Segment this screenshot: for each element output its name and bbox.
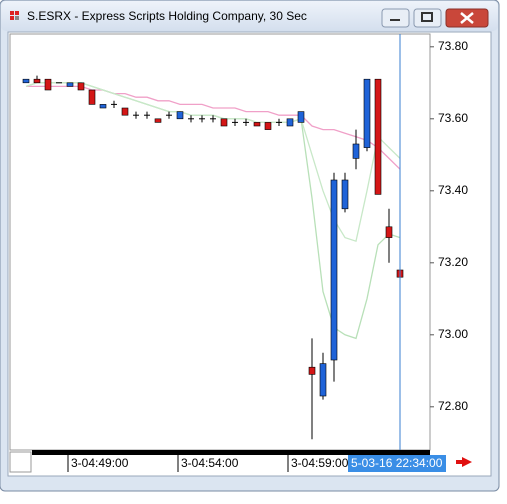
y-tick-label: 73.00	[438, 327, 468, 341]
candle-body	[253, 122, 261, 127]
maximize-button[interactable]	[413, 8, 442, 28]
candle-body	[297, 111, 305, 123]
plot-area	[9, 33, 431, 451]
candle-body	[176, 111, 184, 120]
minimize-button[interactable]	[381, 8, 410, 28]
candle-body	[341, 179, 349, 210]
candle-body	[66, 82, 74, 87]
y-tick-label: 73.40	[438, 183, 468, 197]
candle-body	[88, 89, 96, 105]
candle-body	[308, 366, 316, 375]
candle-body	[374, 78, 382, 195]
moving-average-line	[26, 85, 401, 170]
y-tick-label: 72.80	[438, 399, 468, 413]
title-bar	[1, 1, 498, 31]
candle-body	[33, 78, 41, 84]
candle-body	[44, 78, 52, 91]
candle-body	[22, 78, 30, 84]
candle-body	[77, 82, 85, 91]
candle-body	[330, 179, 338, 361]
candle-body	[121, 107, 129, 116]
candle-body	[363, 78, 371, 148]
candle-body	[99, 104, 107, 109]
y-tick-label: 73.80	[438, 39, 468, 53]
candle-body	[319, 363, 327, 397]
cursor-time-box	[348, 455, 446, 472]
candle-body	[352, 143, 360, 159]
scroll-right-arrow[interactable]	[456, 457, 472, 467]
x-tick-label: 3-04:49:00	[71, 456, 129, 470]
corner-box[interactable]	[9, 451, 32, 473]
app-icon	[10, 11, 19, 20]
y-tick-label: 73.20	[438, 255, 468, 269]
candle-body	[154, 118, 162, 123]
candle-body	[220, 118, 228, 127]
close-button[interactable]	[445, 8, 489, 28]
window-title: S.ESRX - Express Scripts Holding Company…	[27, 9, 307, 23]
candle-body	[286, 118, 294, 127]
candle-body	[385, 226, 393, 238]
x-tick-label: 3-04:59:00	[291, 456, 349, 470]
y-tick-label: 73.60	[438, 111, 468, 125]
time-axis-bar	[32, 450, 430, 455]
candle-body	[264, 122, 272, 130]
cursor-time-label: 5-03-16 22:34:00	[351, 456, 443, 470]
x-tick-label: 3-04:54:00	[181, 456, 239, 470]
